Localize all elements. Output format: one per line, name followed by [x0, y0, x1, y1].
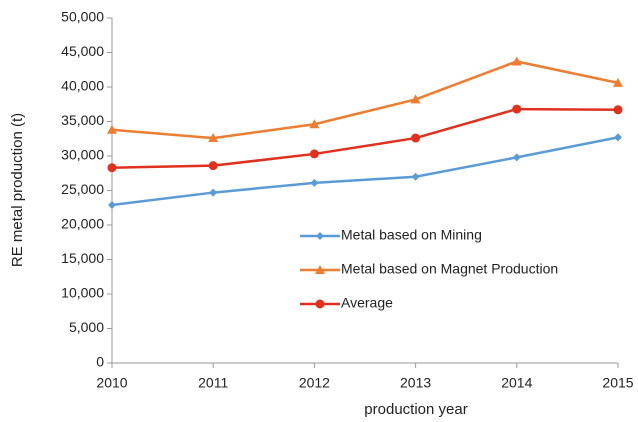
x-axis-label: production year [364, 401, 467, 418]
marker [411, 172, 420, 181]
y-tick-label: 40,000 [61, 78, 104, 94]
marker [512, 153, 521, 162]
y-tick-label: 25,000 [61, 181, 104, 197]
marker [309, 119, 320, 129]
marker [107, 163, 117, 173]
marker [315, 299, 325, 309]
marker [107, 124, 117, 134]
x-tick-label: 2010 [96, 375, 127, 391]
x-tick-label: 2015 [602, 375, 633, 391]
marker [411, 133, 421, 143]
y-tick-label: 50,000 [61, 9, 104, 25]
marker [614, 133, 622, 142]
marker [511, 56, 522, 66]
x-tick-label: 2012 [299, 375, 330, 391]
marker [209, 188, 218, 197]
series-line [111, 136, 619, 207]
y-tick-label: 10,000 [61, 285, 104, 301]
marker [613, 77, 623, 87]
y-tick-label: 45,000 [61, 43, 104, 59]
legend-label: Average [341, 295, 393, 311]
y-tick-label: 20,000 [61, 216, 104, 232]
marker [208, 133, 219, 143]
x-tick-label: 2011 [198, 375, 228, 391]
series-line [111, 60, 619, 140]
y-tick-label: 0 [96, 354, 104, 370]
y-tick-label: 35,000 [61, 112, 104, 128]
y-axis-label: RE metal production (t) [9, 113, 26, 267]
marker [613, 105, 623, 115]
legend-label: Metal based on Magnet Production [341, 261, 558, 277]
marker [310, 178, 319, 187]
marker [410, 94, 421, 104]
series-line [111, 107, 619, 169]
marker [315, 265, 325, 274]
y-tick-label: 30,000 [61, 147, 104, 163]
marker [208, 161, 218, 171]
y-tick-label: 15,000 [61, 250, 104, 266]
marker [108, 200, 116, 209]
marker [309, 149, 319, 159]
marker [316, 232, 324, 240]
x-tick-label: 2014 [501, 375, 532, 391]
legend-label: Metal based on Mining [341, 227, 482, 243]
y-tick-label: 5,000 [69, 319, 104, 335]
marker [512, 104, 522, 114]
x-tick-label: 2013 [400, 375, 431, 391]
